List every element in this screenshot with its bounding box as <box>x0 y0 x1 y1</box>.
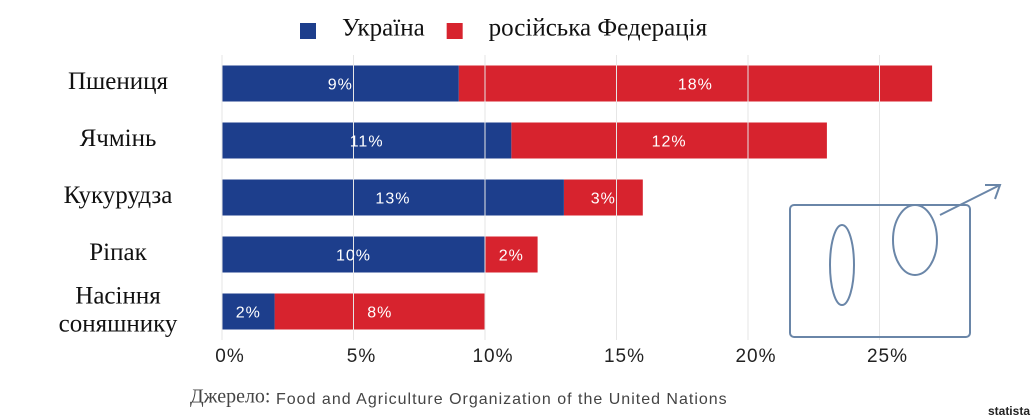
value-label: 13% <box>375 191 410 208</box>
value-label: 8% <box>367 305 392 322</box>
y-tick-label: Кукурудза <box>64 182 173 209</box>
x-tick-label: 10% <box>472 346 513 367</box>
value-label: 2% <box>499 248 524 265</box>
x-tick-label: 0% <box>215 346 244 367</box>
legend-swatch <box>446 23 463 39</box>
value-label: 12% <box>652 134 687 151</box>
bar <box>485 236 538 273</box>
value-label: 2% <box>236 305 261 322</box>
y-tick-label: Пшениця <box>68 68 169 95</box>
x-tick-label: 25% <box>867 346 908 367</box>
value-label: 9% <box>328 77 353 94</box>
y-tick-label: Насіння соняшнику <box>59 282 178 337</box>
value-label: 10% <box>336 248 371 265</box>
value-label: 3% <box>591 191 616 208</box>
bar <box>222 293 275 330</box>
value-label: 18% <box>678 77 713 94</box>
bar <box>222 122 512 159</box>
bar <box>274 293 485 330</box>
legend-label: Україна <box>342 15 425 42</box>
bar <box>511 122 827 159</box>
source: Food and Agriculture Organization of the… <box>276 391 728 408</box>
bar <box>222 65 459 102</box>
source-label: Джерело: <box>190 386 271 408</box>
brand: statista <box>988 404 1030 418</box>
legend-swatch <box>300 23 316 39</box>
x-tick-label: 5% <box>347 346 376 367</box>
x-tick-label: 20% <box>735 346 776 367</box>
legend-label: російська Федерація <box>489 15 708 42</box>
value-label: 11% <box>350 134 384 151</box>
y-tick-label: Ріпак <box>89 239 147 266</box>
bar <box>222 179 564 216</box>
bar <box>458 65 933 102</box>
y-tick-label: Ячмінь <box>80 125 157 152</box>
x-tick-label: 15% <box>604 346 645 367</box>
icon <box>789 184 1002 338</box>
bar <box>563 179 643 216</box>
